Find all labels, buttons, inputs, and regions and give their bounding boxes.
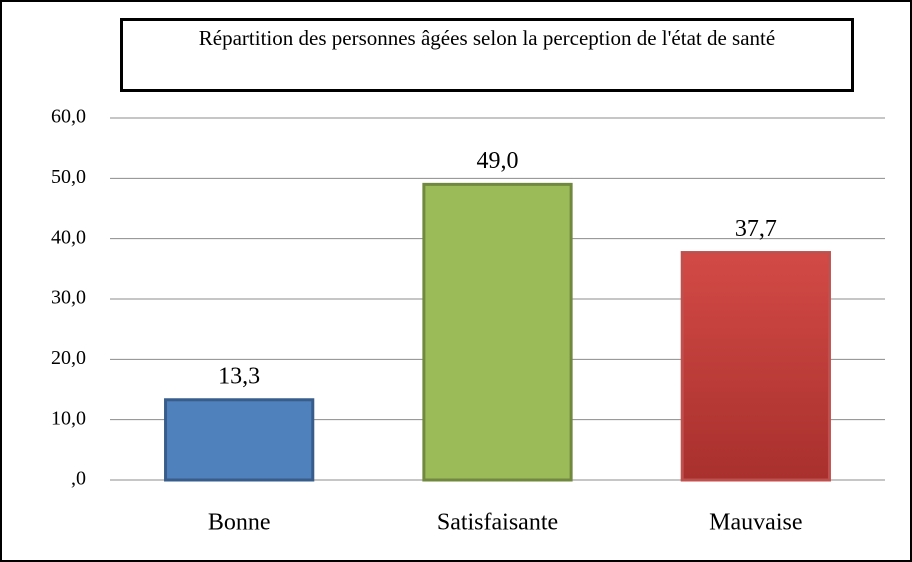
bar xyxy=(422,182,573,482)
bar xyxy=(164,398,315,482)
x-tick-label: Bonne xyxy=(208,510,271,536)
bar xyxy=(680,251,831,482)
y-tick-label: 60,0 xyxy=(51,106,86,128)
y-tick-label: 20,0 xyxy=(51,347,86,369)
value-label: 37,7 xyxy=(735,216,777,242)
y-tick-label: 40,0 xyxy=(51,226,86,248)
value-label: 49,0 xyxy=(477,148,519,174)
y-tick-label: 10,0 xyxy=(51,407,86,429)
x-tick-label: Mauvaise xyxy=(709,510,802,536)
x-tick-label: Satisfaisante xyxy=(437,510,558,536)
y-tick-label: ,0 xyxy=(71,468,86,490)
y-tick-label: 50,0 xyxy=(51,166,86,188)
value-label: 13,3 xyxy=(218,363,260,389)
chart-title: Répartition des personnes âgées selon la… xyxy=(120,18,854,92)
y-tick-label: 30,0 xyxy=(51,287,86,309)
